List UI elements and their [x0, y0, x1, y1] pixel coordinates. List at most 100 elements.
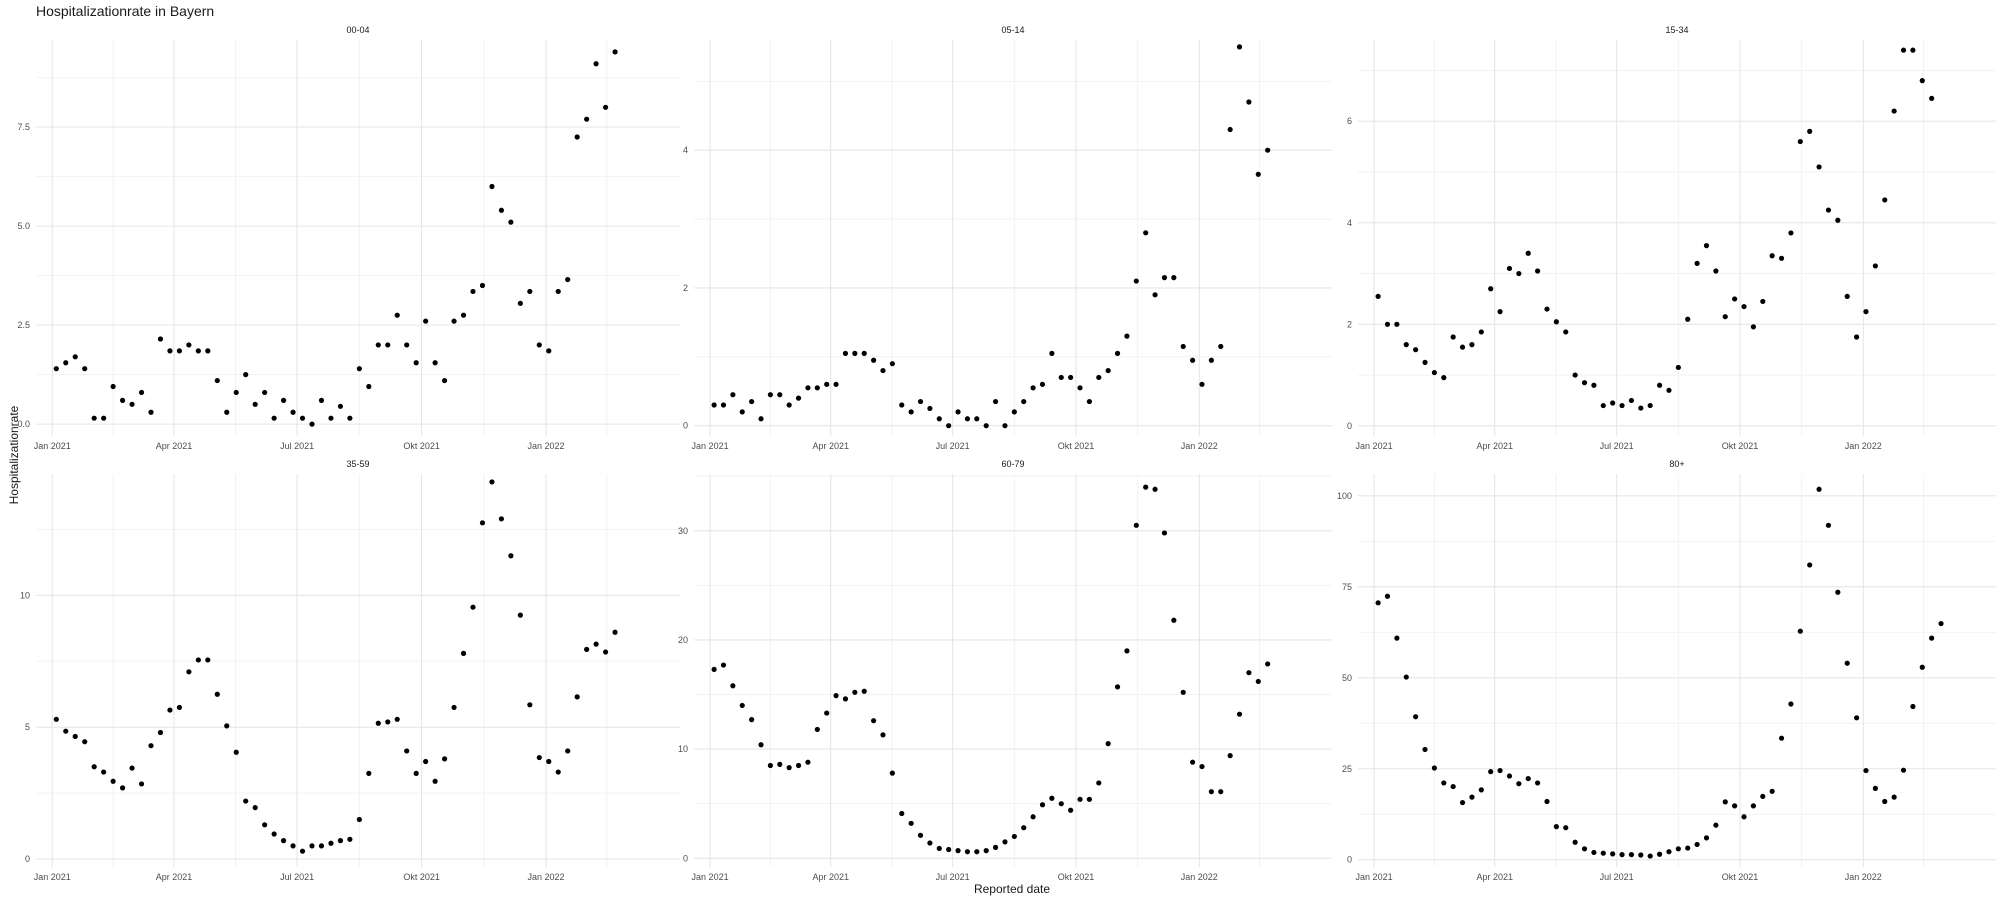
data-point — [1105, 741, 1111, 747]
data-point — [546, 348, 552, 354]
y-tick-label: 6 — [1347, 116, 1352, 126]
x-tick-label: Jul 2021 — [280, 872, 314, 882]
data-point — [299, 415, 306, 421]
data-point — [1553, 824, 1559, 830]
x-tick-label: Apr 2021 — [156, 872, 193, 882]
data-point — [1227, 753, 1233, 759]
data-point — [1049, 350, 1055, 356]
data-point — [262, 389, 268, 396]
data-point — [517, 612, 523, 618]
data-point — [908, 820, 914, 826]
y-tick-label: 2 — [683, 283, 688, 293]
x-tick-label: Apr 2021 — [1476, 441, 1513, 451]
data-point — [1572, 839, 1578, 845]
data-point — [1152, 292, 1158, 298]
x-tick-label: Jul 2021 — [936, 441, 970, 451]
data-point — [1236, 711, 1243, 717]
data-point — [974, 416, 980, 422]
data-point — [1049, 795, 1055, 801]
data-point — [157, 336, 164, 342]
data-point — [917, 832, 924, 838]
data-point — [992, 844, 999, 850]
data-point — [833, 381, 839, 387]
data-point — [1431, 765, 1437, 771]
data-point — [1563, 825, 1569, 831]
data-point — [148, 409, 154, 415]
data-point — [470, 288, 476, 295]
data-point — [777, 761, 783, 767]
data-point — [786, 765, 792, 771]
y-tick-label: 5.0 — [17, 221, 30, 231]
data-point — [720, 662, 727, 668]
data-point — [1002, 839, 1008, 845]
y-tick-label: 4 — [1347, 218, 1352, 228]
data-point — [517, 300, 523, 306]
data-point — [861, 350, 867, 356]
x-tick-label: Jan 2021 — [1356, 441, 1393, 451]
x-tick-label: Jan 2021 — [34, 441, 71, 451]
y-tick-label: 25 — [1342, 764, 1352, 774]
data-point — [1910, 703, 1916, 710]
data-point — [584, 646, 590, 652]
data-point — [1600, 850, 1606, 856]
data-point — [983, 848, 989, 854]
data-point — [1497, 767, 1503, 774]
data-point — [1506, 265, 1513, 272]
data-point — [1825, 207, 1832, 213]
y-tick-label: 0 — [683, 421, 688, 431]
data-point — [711, 666, 717, 673]
data-point — [1882, 798, 1888, 805]
x-tick-label: Jul 2021 — [1600, 441, 1634, 451]
data-point — [1469, 794, 1475, 800]
data-point — [992, 398, 999, 405]
data-point — [1413, 347, 1419, 353]
data-point — [1778, 255, 1785, 261]
x-tick-label: Okt 2021 — [403, 872, 440, 882]
data-point — [1171, 275, 1177, 281]
data-point — [498, 207, 505, 213]
data-point — [842, 350, 849, 356]
y-tick-label: 7.5 — [17, 122, 30, 132]
data-point — [1854, 334, 1860, 340]
x-tick-label: Jul 2021 — [1600, 872, 1634, 882]
data-point — [927, 840, 933, 846]
data-point — [777, 392, 783, 398]
x-tick-label: Jul 2021 — [936, 872, 970, 882]
data-point — [767, 392, 773, 398]
data-point — [280, 838, 287, 844]
data-point — [1722, 314, 1728, 320]
data-point — [110, 383, 116, 390]
panel-35-59: 0 5 10 Jan 2021 Apr 2021 Jul 2021 Okt 2021 Jan … — [20, 459, 680, 882]
data-point — [1384, 593, 1391, 599]
data-point — [451, 704, 457, 711]
chart-title: Hospitalizationrate in Bayern — [36, 3, 215, 19]
x-tick-label: Apr 2021 — [1476, 872, 1513, 882]
data-point — [852, 350, 858, 356]
data-point — [833, 693, 839, 699]
data-point — [574, 134, 580, 140]
data-point — [479, 520, 486, 526]
data-point — [964, 416, 971, 422]
data-point — [1807, 562, 1813, 568]
data-point — [555, 769, 561, 775]
data-point — [148, 743, 154, 749]
data-point — [1619, 852, 1625, 858]
data-point — [1666, 849, 1672, 855]
data-point — [1656, 382, 1663, 388]
x-tick-label: Apr 2021 — [812, 872, 849, 882]
data-point — [612, 49, 618, 55]
data-point — [1384, 321, 1391, 327]
y-tick-label: 30 — [678, 526, 688, 536]
data-point — [852, 689, 858, 695]
data-point — [1835, 217, 1841, 223]
data-point — [880, 732, 886, 738]
data-point — [138, 389, 145, 396]
data-point — [1900, 767, 1907, 773]
data-point — [72, 354, 78, 360]
data-point — [1488, 286, 1494, 292]
data-point — [366, 383, 372, 390]
data-point — [82, 739, 88, 745]
data-point — [385, 719, 391, 725]
data-point — [720, 402, 727, 408]
data-point — [1525, 775, 1531, 782]
